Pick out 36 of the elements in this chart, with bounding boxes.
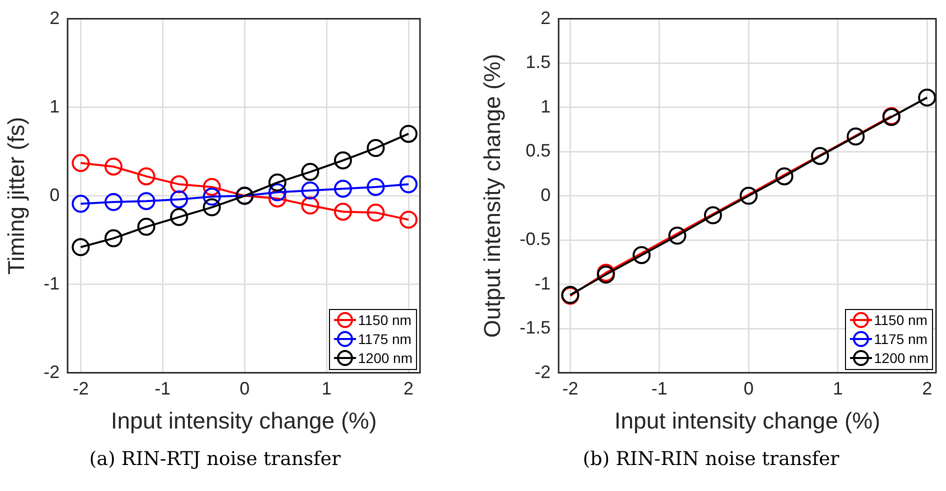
y-tick-label: -2 [534,362,551,382]
y-tick-label: 1.5 [526,52,551,72]
legend-label: 1150 nm [358,312,412,328]
x-axis-title: Input intensity change (%) [110,408,377,434]
legend-label: 1175 nm [358,331,412,348]
x-axis-title: Input intensity change (%) [614,408,880,434]
x-tick-label: 2 [922,378,932,399]
x-tick-label: -2 [562,378,578,399]
y-tick-label: -1 [44,273,60,294]
y-tick-label: 0.5 [526,140,551,161]
text: (b) RIN-RIN noise transfer [582,448,840,470]
y-tick-label: 0 [540,184,551,205]
x-tick-label: -1 [651,378,668,399]
text: (a) RIN-RTJ noise transfer [88,448,342,470]
y-tick-label: -2 [44,362,60,382]
x-tick-label: 1 [322,378,332,399]
legend-label: 1200 nm [874,350,928,366]
y-tick-label: 1 [50,96,60,116]
x-tick-label: 2 [404,378,414,399]
y-tick-label: 0 [50,184,60,205]
y-tick-label: 1 [540,96,551,116]
y-tick-label: -1.5 [520,318,551,338]
x-tick-label: 0 [240,378,250,399]
x-tick-label: 0 [744,378,754,399]
y-axis-title: Timing jitter (fs) [3,116,30,275]
x-tick-label: 1 [832,378,843,399]
y-tick-label: -0.5 [520,229,551,250]
y-tick-label: -1 [534,273,551,294]
x-tick-label: -2 [72,378,89,399]
x-tick-label: -1 [154,378,171,399]
y-tick-label: 2 [50,8,60,28]
y-tick-label: 2 [540,8,551,28]
y-axis-title: Output intensity change (%) [479,54,506,338]
legend-label: 1200 nm [358,350,412,366]
legend-label: 1175 nm [874,331,928,348]
legend-label: 1150 nm [874,312,928,328]
